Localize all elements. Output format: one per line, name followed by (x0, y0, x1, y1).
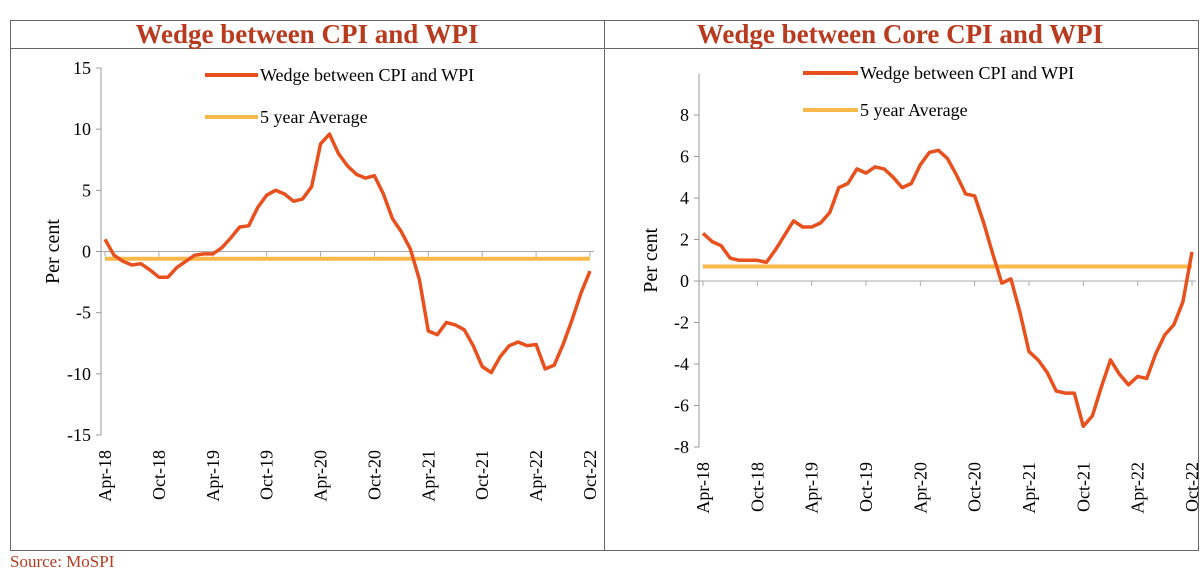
x-tick-label: Apr-18 (693, 462, 713, 514)
y-tick-label: -15 (67, 425, 91, 445)
y-tick-label: -8 (674, 437, 689, 457)
x-tick-label: Apr-22 (526, 450, 546, 502)
legend-label: Wedge between CPI and WPI (860, 63, 1074, 83)
y-tick-label: -5 (76, 303, 91, 323)
x-tick-label: Oct-19 (257, 450, 277, 500)
y-tick-label: -2 (674, 313, 689, 333)
x-tick-label: Apr-18 (95, 450, 115, 502)
legend-label: 5 year Average (260, 107, 368, 127)
y-tick-label: 15 (73, 58, 91, 78)
x-tick-label: Apr-21 (1019, 462, 1039, 514)
y-tick-label: -6 (674, 396, 689, 416)
y-tick-label: -10 (67, 364, 91, 384)
chart-title: Wedge between CPI and WPI (135, 19, 478, 49)
x-tick-label: Oct-21 (1073, 462, 1093, 512)
x-tick-label: Apr-19 (802, 462, 822, 514)
chart-title: Wedge between Core CPI and WPI (697, 19, 1103, 49)
x-tick-label: Oct-18 (747, 462, 767, 512)
y-axis-label: Per cent (42, 219, 64, 284)
y-tick-label: 6 (680, 147, 689, 167)
x-tick-label: Oct-21 (472, 450, 492, 500)
series-line (701, 148, 1194, 429)
x-tick-label: Oct-18 (149, 450, 169, 500)
y-tick-label: 10 (73, 119, 91, 139)
source: Source: MoSPI (10, 552, 115, 571)
x-tick-label: Oct-22 (580, 450, 600, 500)
legend-label: Wedge between CPI and WPI (260, 65, 474, 85)
y-axis-label: Per cent (640, 227, 662, 292)
y-tick-label: 5 (82, 180, 91, 200)
y-tick-label: 0 (82, 242, 91, 262)
x-tick-label: Apr-22 (1128, 462, 1148, 514)
y-tick-label: 0 (680, 271, 689, 291)
x-tick-label: Oct-20 (364, 450, 384, 500)
y-tick-label: 2 (680, 230, 689, 250)
x-tick-label: Apr-20 (311, 450, 331, 502)
x-tick-label: Apr-21 (418, 450, 438, 502)
y-tick-label: 8 (680, 105, 689, 125)
x-tick-label: Oct-19 (856, 462, 876, 512)
y-tick-label: -4 (674, 354, 689, 374)
x-tick-label: Apr-20 (910, 462, 930, 514)
x-tick-label: Oct-22 (1182, 462, 1200, 512)
x-tick-label: Apr-19 (203, 450, 223, 502)
x-tick-label: Oct-20 (965, 462, 985, 512)
series-line (103, 132, 592, 375)
y-tick-label: 4 (680, 188, 689, 208)
legend-label: 5 year Average (860, 100, 968, 120)
